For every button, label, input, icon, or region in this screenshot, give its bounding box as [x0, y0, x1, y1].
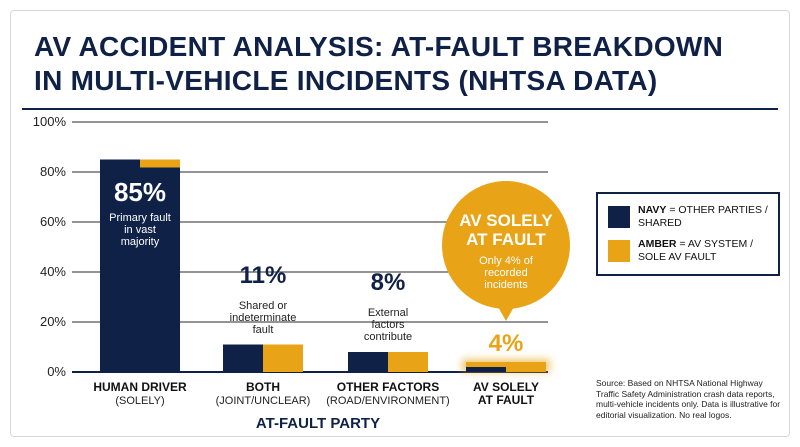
x-tick-label: AV SOLELY — [473, 380, 539, 394]
callout-pointer — [497, 305, 515, 321]
x-tick-label: (ROAD/ENVIRONMENT) — [326, 395, 449, 407]
y-tick-label: 40% — [40, 264, 66, 279]
legend-item-amber: AMBER = AV SYSTEM / SOLE AV FAULT — [608, 238, 776, 264]
x-tick-label: HUMAN DRIVER — [93, 380, 187, 394]
bar-navy — [348, 352, 388, 372]
source-note: Source: Based on NHTSA National Highway … — [596, 378, 781, 420]
bar-navy — [100, 159, 180, 372]
y-tick-label: 60% — [40, 214, 66, 229]
legend-key-navy: NAVY — [638, 204, 667, 216]
bar-annotation: fault — [253, 324, 274, 336]
x-tick-label: AT FAULT — [478, 393, 535, 407]
chart-title: AV ACCIDENT ANALYSIS: AT-FAULT BREAKDOWN… — [34, 31, 724, 96]
x-tick-label: (SOLELY) — [115, 395, 164, 407]
x-tick-label: OTHER FACTORS — [337, 380, 439, 394]
bar-amber — [263, 344, 303, 372]
callout-text: recorded — [484, 267, 527, 279]
bar-annotation: External — [368, 307, 408, 319]
bar-amber — [388, 352, 428, 372]
callout-bubble — [442, 181, 570, 309]
legend: NAVY = OTHER PARTIES / SHARED AMBER = AV… — [596, 192, 780, 276]
bar-annotation: contribute — [364, 331, 412, 343]
data-label: 4% — [489, 330, 524, 357]
data-label: 11% — [240, 262, 287, 289]
bar-annotation: factors — [371, 319, 405, 331]
bar-annotation: majority — [121, 236, 160, 248]
legend-swatch-navy — [608, 206, 630, 228]
callout-title: AV SOLELY — [459, 211, 553, 230]
legend-swatch-amber — [608, 240, 630, 262]
x-tick-label: BOTH — [246, 380, 280, 394]
x-axis-title: AT-FAULT PARTY — [256, 415, 380, 432]
y-tick-label: 100% — [33, 114, 67, 129]
bar-annotation: Shared or — [239, 300, 288, 312]
callout-title: AT FAULT — [466, 230, 546, 249]
bar-annotation: in vast — [124, 224, 156, 236]
bar-amber — [140, 159, 180, 168]
legend-text-amber: = AV SYSTEM / SOLE AV FAULT — [638, 238, 754, 263]
y-tick-label: 0% — [47, 364, 66, 379]
y-tick-label: 20% — [40, 314, 66, 329]
data-label: 8% — [371, 269, 406, 296]
x-tick-label: (JOINT/UNCLEAR) — [216, 395, 311, 407]
legend-item-navy: NAVY = OTHER PARTIES / SHARED — [608, 204, 776, 230]
bar-annotation: indeterminate — [230, 312, 297, 324]
callout-text: incidents — [484, 279, 528, 291]
data-label: 85% — [114, 177, 166, 207]
bar-annotation: Primary fault — [109, 212, 171, 224]
bar-navy — [466, 367, 506, 372]
callout-text: Only 4% of — [479, 255, 534, 267]
legend-text-navy: = OTHER PARTIES / SHARED — [638, 204, 768, 229]
title-divider — [22, 108, 778, 110]
bar-navy — [223, 344, 263, 372]
legend-key-amber: AMBER — [638, 238, 677, 250]
y-tick-label: 80% — [40, 164, 66, 179]
